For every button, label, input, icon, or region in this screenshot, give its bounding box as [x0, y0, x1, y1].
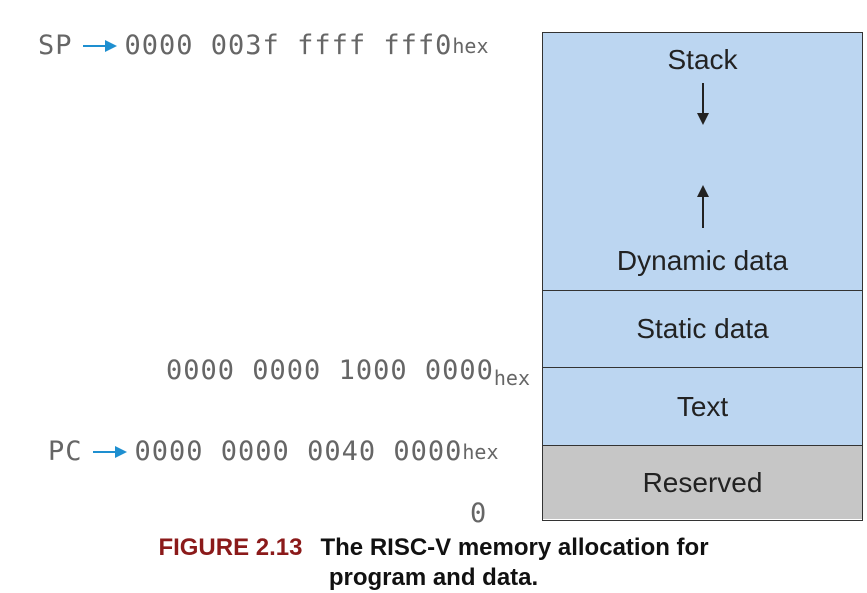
sp-address: 0000 003f ffff fff0 — [124, 30, 453, 61]
pc-label: PC — [48, 436, 83, 467]
sp-arrow-icon — [82, 39, 117, 52]
memory-map: Stack Dynamic data Static data Text Rese… — [542, 32, 863, 521]
dynamic-data-label: Dynamic data — [616, 245, 789, 276]
data-start-address: 0000 0000 1000 0000 — [166, 355, 494, 386]
static-data-segment: Static data — [543, 290, 862, 367]
stack-label: Stack — [667, 44, 738, 75]
pc-address-row: PC 0000 0000 0040 0000 hex — [48, 436, 499, 467]
sp-hex-suffix: hex — [452, 33, 489, 58]
zero-address: 0 — [470, 498, 488, 529]
stack-dynamic-segment: Stack Dynamic data — [543, 33, 862, 290]
data-start-address-row: 0000 0000 1000 0000hex — [166, 357, 530, 388]
caption-line-2: program and data. — [328, 564, 539, 591]
pc-arrow-icon — [92, 445, 127, 458]
sp-label: SP — [38, 30, 73, 61]
caption-line-1: The RISC-V memory allocation for — [320, 534, 709, 561]
figure-caption: FIGURE 2.13 The RISC-V memory allocation … — [0, 533, 867, 593]
reserved-segment: Reserved — [543, 445, 862, 519]
pc-address: 0000 0000 0040 0000 — [134, 436, 463, 467]
text-segment: Text — [543, 367, 862, 445]
pc-hex-suffix: hex — [462, 439, 499, 464]
data-start-hex-suffix: hex — [493, 366, 530, 390]
sp-address-row: SP 0000 003f ffff fff0 hex — [38, 30, 489, 61]
figure-number: FIGURE 2.13 — [158, 534, 303, 561]
